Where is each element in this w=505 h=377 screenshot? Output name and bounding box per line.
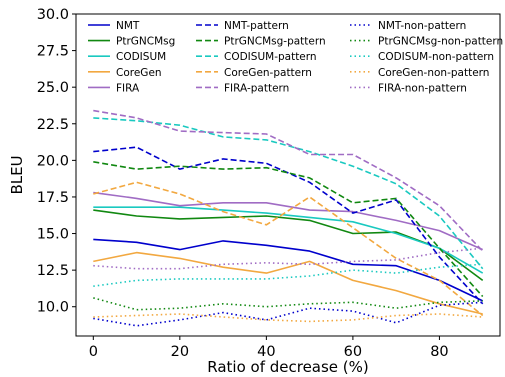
legend-label: NMT bbox=[116, 20, 140, 32]
y-tick-label: 20.0 bbox=[37, 153, 69, 169]
y-axis-label: BLEU bbox=[8, 155, 26, 194]
series-line-fira bbox=[93, 191, 484, 251]
series-line-codisum bbox=[93, 206, 484, 274]
series-line-nmt-pattern bbox=[93, 146, 484, 305]
legend-label: NMT-non-pattern bbox=[378, 20, 466, 32]
legend-label: CODISUM bbox=[116, 51, 166, 63]
series-line-coregen-non-pattern bbox=[93, 313, 483, 323]
x-axis: 0 20 40 60 80 bbox=[89, 336, 449, 360]
x-axis-label: Ratio of decrease (%) bbox=[207, 358, 369, 376]
y-tick-label: 30.0 bbox=[37, 7, 69, 23]
legend-label: CoreGen-pattern bbox=[224, 67, 312, 79]
legend-label: PtrGNCMsg-non-pattern bbox=[378, 36, 503, 48]
x-tick-label: 20 bbox=[171, 344, 189, 360]
series-line-fira-pattern bbox=[93, 109, 484, 252]
series-line-coregen bbox=[93, 251, 483, 315]
legend-label: CoreGen-non-pattern bbox=[378, 67, 489, 79]
legend: NMT PtrGNCMsg CODISUM CoreGen FIRA NMT-patter… bbox=[88, 20, 503, 94]
y-tick-label: 10.0 bbox=[37, 300, 69, 316]
series-line-nmt bbox=[93, 238, 484, 302]
legend-label: NMT-pattern bbox=[224, 20, 289, 32]
legend-label: CODISUM-pattern bbox=[224, 51, 317, 63]
y-tick-label: 12.5 bbox=[37, 263, 69, 279]
series-line-coregen-pattern bbox=[93, 181, 484, 317]
y-tick-label: 25.0 bbox=[37, 80, 69, 96]
legend-label: FIRA-pattern bbox=[224, 82, 289, 94]
plot-frame bbox=[75, 13, 501, 337]
y-tick-label: 17.5 bbox=[37, 190, 69, 206]
legend-label: CODISUM-non-pattern bbox=[378, 51, 494, 63]
y-tick-label: 27.5 bbox=[37, 44, 69, 60]
y-axis: 10.0 12.5 15.0 17.5 20.0 22.5 25.0 27.5 30.0 bbox=[37, 7, 76, 316]
x-tick-label: 60 bbox=[344, 344, 362, 360]
legend-label: FIRA-non-pattern bbox=[378, 82, 467, 94]
series-line-fira-non-pattern bbox=[93, 247, 483, 270]
x-tick-label: 80 bbox=[430, 344, 448, 360]
legend-label: PtrGNCMsg-pattern bbox=[224, 36, 326, 48]
y-tick-label: 15.0 bbox=[37, 227, 69, 243]
x-tick-label: 40 bbox=[257, 344, 275, 360]
legend-label: CoreGen bbox=[116, 67, 162, 79]
series-line-codisum-pattern bbox=[93, 117, 484, 270]
legend-label: FIRA bbox=[116, 82, 140, 94]
plot-lines bbox=[93, 109, 484, 327]
series-line-ptrgncmsg-pattern bbox=[93, 161, 484, 298]
legend-label: PtrGNCMsg bbox=[116, 36, 175, 48]
series-line-nmt-non-pattern bbox=[93, 301, 483, 327]
y-tick-label: 22.5 bbox=[37, 117, 69, 133]
x-tick-label: 0 bbox=[89, 344, 98, 360]
